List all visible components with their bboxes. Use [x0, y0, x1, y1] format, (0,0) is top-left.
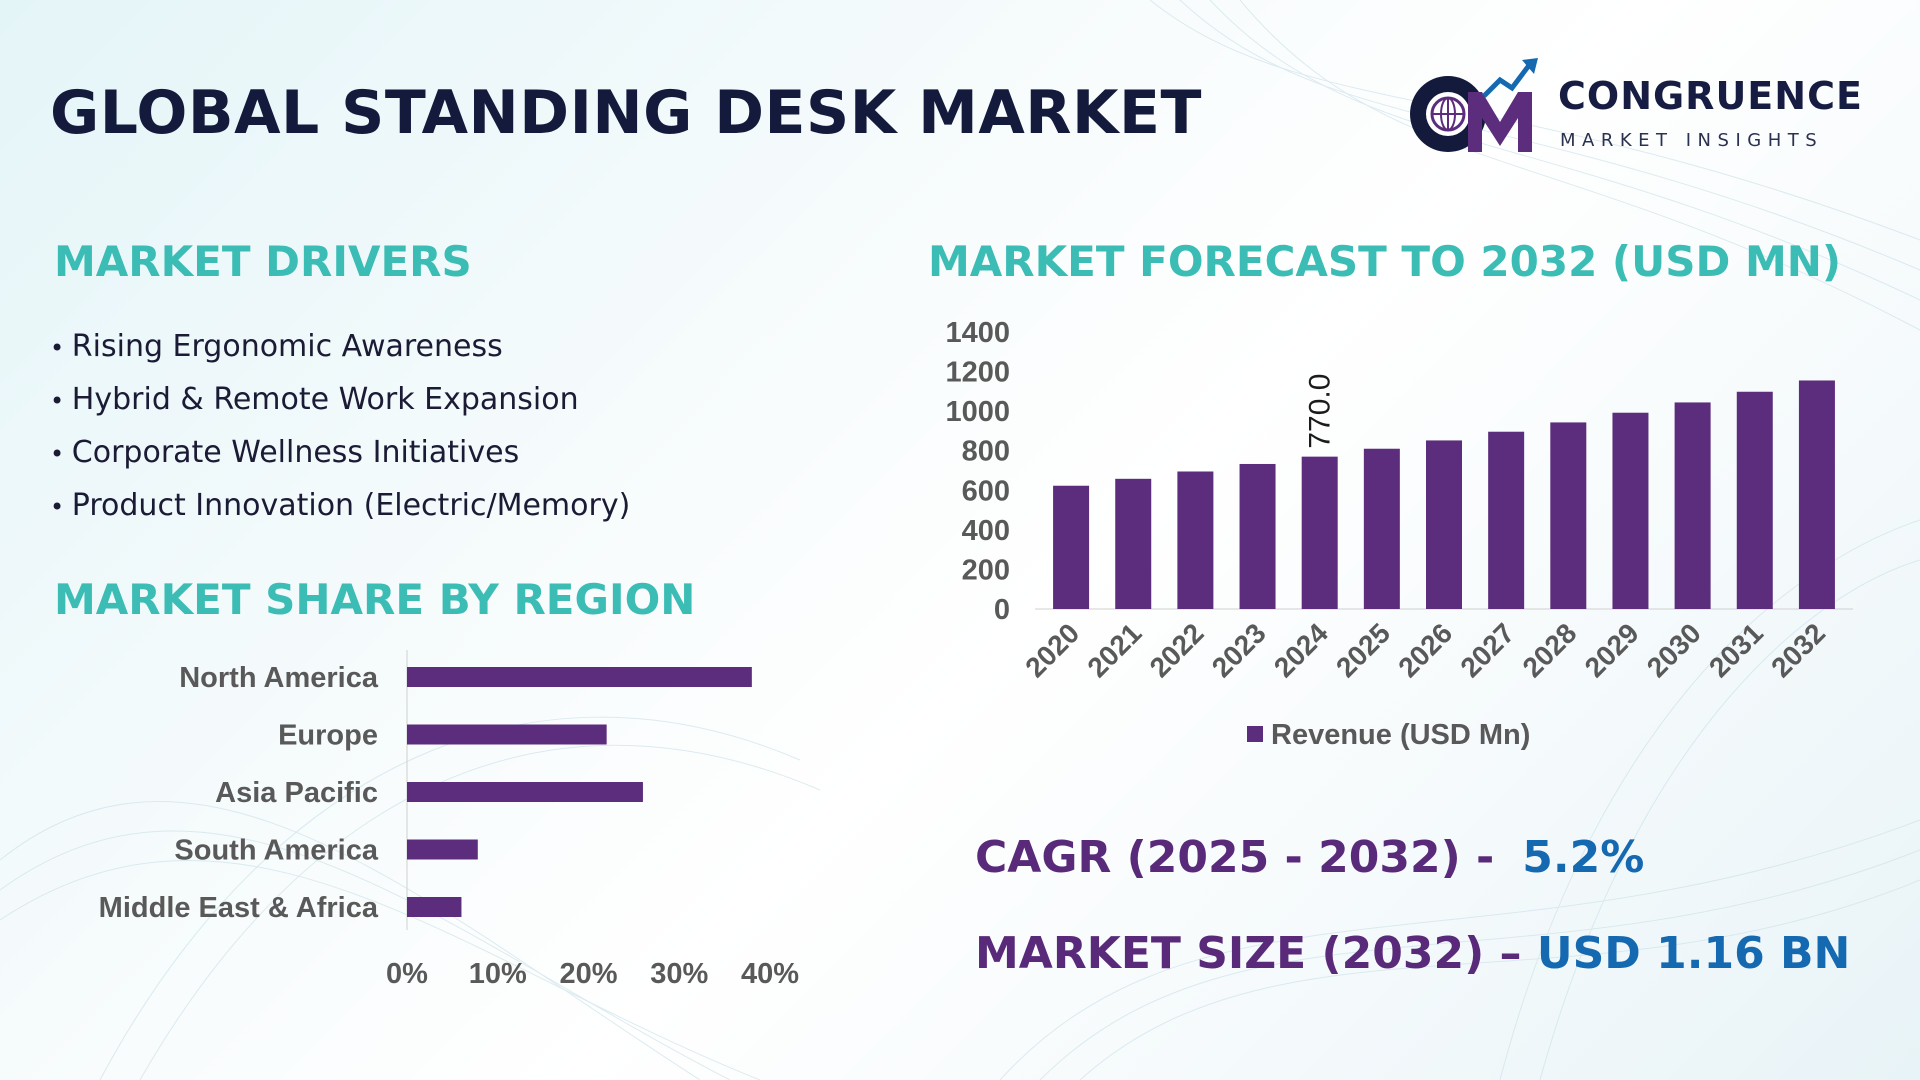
x-tick-label: 2032: [1765, 617, 1831, 683]
bar: [1488, 431, 1525, 609]
logo-name: CONGRUENCE: [1558, 74, 1863, 118]
x-tick-label: 20%: [559, 958, 617, 990]
x-tick-label: 2029: [1579, 617, 1645, 683]
cagr-label: CAGR (2025 - 2032) -: [975, 832, 1495, 883]
x-tick-label: 2028: [1517, 617, 1583, 683]
x-tick-label: 2025: [1330, 617, 1396, 683]
x-tick-label: 2031: [1703, 617, 1769, 683]
data-label: 770.0: [1304, 374, 1337, 449]
x-tick-label: 2030: [1641, 617, 1707, 683]
x-tick-label: 30%: [650, 958, 708, 990]
logo-mark-icon: [1410, 58, 1538, 152]
bar: [407, 667, 752, 687]
driver-item: Corporate Wellness Initiatives: [50, 428, 630, 481]
market-size-value: USD 1.16 BN: [1536, 928, 1851, 979]
bar: [1798, 380, 1835, 609]
category-label: North America: [179, 662, 379, 694]
bar: [1239, 463, 1276, 609]
legend-swatch: [1247, 726, 1263, 742]
category-label: South America: [174, 835, 378, 867]
bar: [407, 897, 462, 917]
category-label: Asia Pacific: [215, 777, 378, 809]
x-tick-label: 10%: [469, 958, 527, 990]
forecast-heading: MARKET FORECAST TO 2032 (USD MN): [928, 237, 1842, 286]
legend-label: Revenue (USD Mn): [1271, 719, 1530, 751]
y-tick-label: 0: [994, 594, 1010, 626]
driver-item: Rising Ergonomic Awareness: [50, 322, 630, 375]
market-drivers-list: Rising Ergonomic Awareness Hybrid & Remo…: [50, 322, 631, 534]
bar: [1301, 456, 1338, 609]
bar: [407, 782, 643, 802]
x-tick-label: 2027: [1454, 617, 1520, 683]
x-tick-label: 2022: [1144, 617, 1210, 683]
market-size-label: MARKET SIZE (2032) –: [975, 928, 1522, 979]
category-label: Europe: [278, 720, 378, 752]
market-size-stat: MARKET SIZE (2032) – USD 1.16 BN: [975, 928, 1850, 979]
x-tick-label: 2023: [1206, 617, 1272, 683]
y-tick-label: 600: [962, 475, 1010, 507]
bar: [407, 724, 607, 745]
y-tick-label: 200: [962, 554, 1010, 586]
driver-item: Product Innovation (Electric/Memory): [50, 481, 631, 534]
y-tick-label: 400: [962, 515, 1010, 547]
bar: [407, 839, 478, 860]
cagr-stat: CAGR (2025 - 2032) - 5.2%: [975, 832, 1644, 883]
x-tick-label: 0%: [386, 958, 428, 990]
x-tick-label: 40%: [741, 958, 799, 990]
bar: [1426, 440, 1462, 609]
x-tick-label: 2026: [1392, 617, 1458, 683]
x-tick-label: 2020: [1019, 617, 1085, 683]
bar: [1177, 471, 1214, 609]
bar: [1612, 412, 1649, 609]
x-tick-label: 2021: [1082, 617, 1148, 683]
y-tick-label: 800: [962, 436, 1010, 468]
y-tick-label: 1400: [945, 317, 1010, 349]
company-logo: CONGRUENCE MARKET INSIGHTS: [1400, 52, 1870, 162]
bar: [1053, 485, 1090, 609]
bar: [1363, 448, 1400, 609]
bar: [1736, 391, 1773, 609]
bar: [1115, 478, 1152, 609]
bar: [1550, 422, 1587, 609]
logo-subtitle: MARKET INSIGHTS: [1560, 130, 1824, 151]
page-title: GLOBAL STANDING DESK MARKET: [50, 78, 1202, 148]
forecast-chart: 0200400600800100012001400202020212022202…: [945, 317, 1853, 751]
driver-item: Hybrid & Remote Work Expansion: [50, 375, 630, 428]
market-drivers-heading: MARKET DRIVERS: [54, 237, 472, 286]
region-share-chart: North America Europe Asia Pacific South Ame…: [99, 650, 799, 990]
cagr-value: 5.2%: [1522, 832, 1645, 883]
x-tick-label: 2024: [1268, 617, 1334, 683]
bar: [1674, 402, 1711, 609]
category-label: Middle East & Africa: [99, 892, 379, 924]
region-share-heading: MARKET SHARE BY REGION: [54, 575, 696, 624]
y-tick-label: 1200: [945, 357, 1010, 389]
y-tick-label: 1000: [945, 396, 1010, 428]
